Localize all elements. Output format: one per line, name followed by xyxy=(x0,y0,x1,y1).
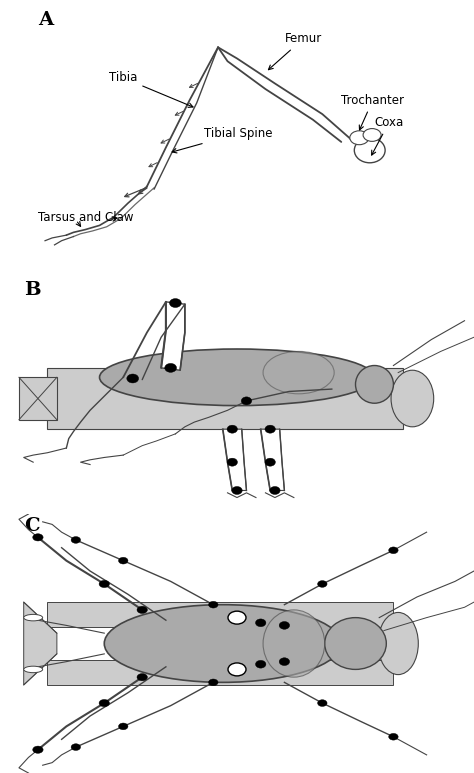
Ellipse shape xyxy=(71,744,81,751)
Ellipse shape xyxy=(227,425,237,433)
Polygon shape xyxy=(161,301,185,370)
Ellipse shape xyxy=(33,533,43,541)
Bar xyxy=(47,368,403,429)
Text: Femur: Femur xyxy=(268,32,322,70)
Ellipse shape xyxy=(265,425,275,433)
Ellipse shape xyxy=(24,615,43,621)
Ellipse shape xyxy=(325,618,386,669)
Ellipse shape xyxy=(137,673,147,681)
Ellipse shape xyxy=(391,370,434,427)
Ellipse shape xyxy=(127,374,138,383)
Ellipse shape xyxy=(104,604,341,683)
Ellipse shape xyxy=(389,547,398,553)
Ellipse shape xyxy=(33,746,43,754)
Polygon shape xyxy=(223,429,246,490)
Ellipse shape xyxy=(255,660,266,668)
Bar xyxy=(47,660,393,685)
Ellipse shape xyxy=(265,458,275,466)
Ellipse shape xyxy=(209,679,218,686)
Ellipse shape xyxy=(389,734,398,740)
Ellipse shape xyxy=(137,606,147,614)
Ellipse shape xyxy=(99,700,109,707)
Text: Coxa: Coxa xyxy=(372,116,404,155)
Text: A: A xyxy=(38,11,53,29)
Polygon shape xyxy=(24,602,57,685)
Ellipse shape xyxy=(241,397,252,405)
Ellipse shape xyxy=(227,458,237,466)
Ellipse shape xyxy=(118,557,128,564)
Polygon shape xyxy=(261,429,284,490)
Ellipse shape xyxy=(279,621,290,629)
Text: Tibial Spine: Tibial Spine xyxy=(172,127,273,153)
Ellipse shape xyxy=(318,700,327,707)
Ellipse shape xyxy=(270,486,280,495)
Text: B: B xyxy=(24,281,40,298)
Ellipse shape xyxy=(350,131,369,145)
Ellipse shape xyxy=(363,128,381,141)
Ellipse shape xyxy=(279,658,290,666)
Bar xyxy=(47,602,393,627)
Text: Trochanter: Trochanter xyxy=(341,94,404,130)
Bar xyxy=(19,377,57,420)
Ellipse shape xyxy=(165,363,176,373)
Ellipse shape xyxy=(99,581,109,587)
Ellipse shape xyxy=(356,366,393,404)
Ellipse shape xyxy=(378,612,418,675)
Text: C: C xyxy=(24,516,39,535)
Ellipse shape xyxy=(228,663,246,676)
Ellipse shape xyxy=(169,298,181,308)
Ellipse shape xyxy=(209,601,218,608)
Ellipse shape xyxy=(118,723,128,730)
Text: Tarsus and Claw: Tarsus and Claw xyxy=(38,210,133,223)
Ellipse shape xyxy=(232,486,242,495)
Ellipse shape xyxy=(263,352,334,393)
Ellipse shape xyxy=(255,619,266,627)
Ellipse shape xyxy=(263,610,325,677)
Ellipse shape xyxy=(100,349,374,406)
Ellipse shape xyxy=(71,536,81,543)
Text: Tibia: Tibia xyxy=(109,71,193,107)
Ellipse shape xyxy=(355,138,385,163)
Ellipse shape xyxy=(318,581,327,587)
Ellipse shape xyxy=(228,611,246,624)
Ellipse shape xyxy=(24,666,43,673)
